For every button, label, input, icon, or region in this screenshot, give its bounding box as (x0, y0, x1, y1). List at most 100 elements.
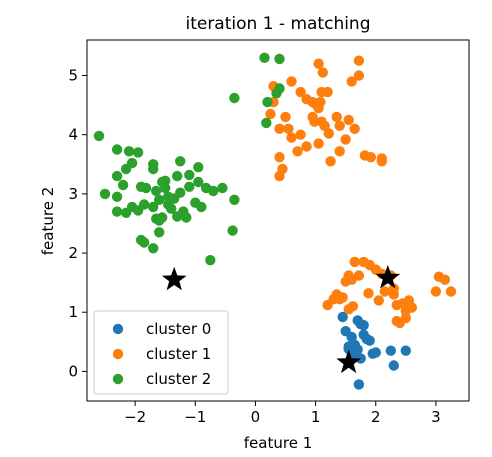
data-point (229, 92, 240, 104)
data-point (166, 203, 177, 214)
data-point (157, 176, 168, 188)
data-point (343, 341, 354, 352)
data-point (274, 170, 285, 182)
data-point (283, 123, 294, 134)
legend-marker (112, 373, 124, 385)
data-point (286, 76, 297, 87)
data-point (286, 132, 297, 143)
data-point (271, 88, 282, 99)
data-point (334, 120, 345, 131)
legend-label: cluster 0 (146, 320, 211, 338)
data-point (370, 347, 381, 358)
data-point (148, 163, 159, 175)
legend-box (93, 310, 229, 395)
data-point (193, 176, 204, 188)
centroid-star-marker (161, 266, 187, 291)
data-point (315, 96, 326, 108)
data-point (353, 379, 365, 390)
data-point (217, 182, 228, 194)
data-point (140, 182, 152, 194)
y-tick-label: 1 (68, 303, 78, 321)
data-point (261, 117, 272, 129)
data-point (196, 201, 207, 213)
legend-label: cluster 2 (146, 370, 211, 388)
data-point (154, 227, 165, 238)
data-point (328, 294, 339, 305)
data-point (349, 123, 360, 134)
data-point (172, 170, 183, 182)
centroid-markers (161, 264, 401, 374)
series-0 (337, 311, 411, 390)
legend-label: cluster 1 (146, 345, 211, 363)
data-point (363, 288, 374, 299)
data-point (148, 201, 159, 213)
data-point (148, 243, 159, 254)
y-tick-label: 2 (68, 244, 78, 262)
data-point (388, 360, 399, 371)
data-point (365, 152, 377, 163)
data-point (439, 274, 451, 285)
data-point (265, 108, 276, 120)
legend-marker (112, 348, 124, 360)
data-point (154, 215, 165, 226)
y-tick-label: 0 (68, 362, 78, 380)
data-point (132, 147, 144, 158)
x-tick-label: 2 (371, 408, 381, 426)
data-point (154, 194, 165, 205)
chart-title: iteration 1 - matching (185, 14, 370, 34)
data-point (353, 55, 365, 66)
data-point (313, 58, 324, 69)
legend-marker (112, 323, 124, 335)
data-point (111, 191, 123, 202)
data-point (280, 111, 291, 123)
data-point (93, 130, 105, 142)
data-point (353, 270, 365, 281)
data-point (208, 185, 219, 197)
legend: cluster 0 cluster 1 cluster 2 (93, 310, 229, 395)
data-point (292, 146, 303, 157)
data-point (355, 353, 366, 364)
data-point (301, 141, 312, 152)
y-tick-label: 4 (68, 126, 78, 144)
y-axis-label: feature 2 (39, 187, 57, 255)
y-tick-label: 5 (68, 67, 78, 85)
data-point (347, 301, 359, 312)
data-point (227, 225, 238, 236)
data-point (111, 170, 123, 182)
data-point (322, 86, 333, 98)
data-point (262, 96, 273, 108)
data-point (346, 76, 357, 87)
data-point (274, 123, 285, 134)
data-point (358, 320, 369, 331)
data-point (295, 129, 306, 140)
data-point (319, 120, 330, 131)
data-point (430, 286, 442, 297)
data-point (323, 128, 334, 139)
x-axis-label: feature 1 (244, 434, 312, 452)
x-tick-label: 1 (311, 408, 321, 426)
centroid-star-marker (375, 264, 401, 289)
data-point (274, 53, 285, 65)
data-point (445, 286, 457, 297)
data-point (151, 185, 162, 197)
data-points (93, 52, 457, 390)
data-point (120, 163, 132, 175)
data-point (400, 312, 411, 324)
data-point (274, 152, 285, 163)
data-point (376, 156, 387, 167)
x-tick-label: 0 (251, 408, 261, 426)
x-axis-ticks: −2 −1 0 1 2 3 (124, 401, 441, 426)
data-point (184, 169, 195, 181)
data-point (205, 255, 216, 266)
x-tick-label: 3 (431, 408, 441, 426)
data-point (295, 86, 306, 98)
data-point (229, 194, 240, 205)
data-point (388, 283, 399, 294)
data-point (181, 212, 192, 223)
x-tick-label: −2 (124, 408, 146, 426)
centroid-star-marker (336, 349, 361, 374)
data-point (400, 345, 411, 356)
y-axis-ticks: 0 1 2 3 4 5 (68, 67, 87, 380)
data-point (334, 146, 345, 157)
